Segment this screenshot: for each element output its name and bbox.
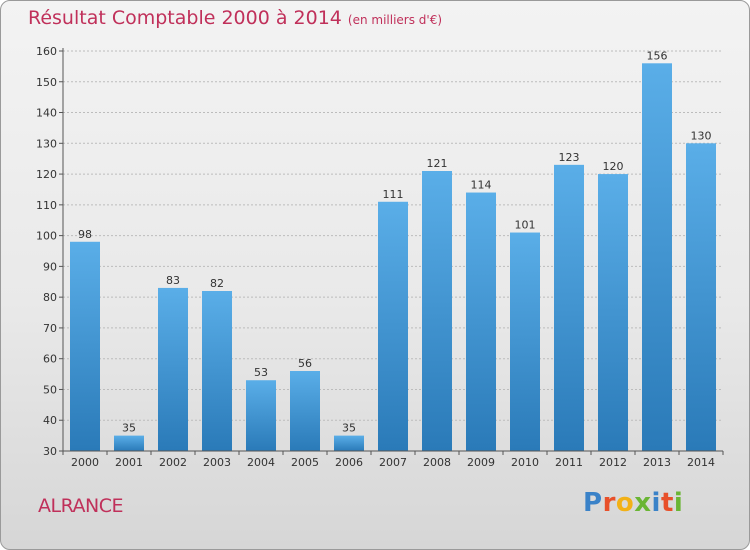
logo-letter: x — [634, 488, 652, 518]
axes: 30 40 50 60 70 80 90 100 110 120 130 140 150 160 2000 2… — [36, 45, 724, 469]
x-tick-label: 2002 — [159, 456, 187, 469]
bars: 98 35 83 82 53 56 35 111 121 114 101 123 120 156 130 — [70, 49, 716, 452]
bar-2001 — [114, 435, 144, 451]
logo-letter: i — [673, 488, 684, 518]
y-tick-label: 120 — [36, 168, 57, 181]
y-tick-label: 70 — [43, 322, 57, 335]
bar-2005 — [290, 371, 320, 451]
y-tick-label: 50 — [43, 383, 57, 396]
data-label-2003: 82 — [210, 277, 224, 290]
bar-2014 — [686, 143, 716, 452]
x-tick-label: 2012 — [599, 456, 627, 469]
bar-2010 — [510, 232, 540, 451]
logo-letter: r — [602, 488, 616, 518]
x-tick-label: 2000 — [71, 456, 99, 469]
x-tick-label: 2014 — [687, 456, 715, 469]
y-tick-label: 150 — [36, 76, 57, 89]
data-label-2013: 156 — [647, 49, 668, 62]
logo-letter: t — [660, 488, 674, 518]
x-tick-label: 2007 — [379, 456, 407, 469]
x-tick-label: 2004 — [247, 456, 275, 469]
y-tick-label: 80 — [43, 291, 57, 304]
y-tick-label: 130 — [36, 137, 57, 150]
data-label-2014: 130 — [691, 129, 712, 142]
x-tick-label: 2010 — [511, 456, 539, 469]
bar-2013 — [642, 63, 672, 452]
logo-letter: o — [615, 488, 635, 518]
y-tick-label: 90 — [43, 260, 57, 273]
data-label-2007: 111 — [383, 188, 404, 201]
data-label-2006: 35 — [342, 422, 356, 435]
bar-2011 — [554, 164, 584, 451]
data-label-2012: 120 — [603, 160, 624, 173]
bar-2004 — [246, 380, 276, 451]
bar-2000 — [70, 241, 100, 451]
x-tick-label: 2006 — [335, 456, 363, 469]
y-tick-label: 140 — [36, 107, 57, 120]
y-tick-label: 60 — [43, 353, 57, 366]
y-tick-label: 160 — [36, 45, 57, 58]
logo-letter: i — [651, 488, 661, 518]
y-tick-label: 110 — [36, 199, 57, 212]
y-tick-label: 30 — [43, 445, 57, 458]
x-tick-label: 2005 — [291, 456, 319, 469]
x-tick-label: 2009 — [467, 456, 495, 469]
bar-2012 — [598, 174, 628, 452]
logo-letter: P — [583, 488, 603, 518]
bar-2009 — [466, 192, 496, 452]
y-tick-label: 100 — [36, 230, 57, 243]
data-label-2010: 101 — [515, 219, 536, 232]
chart-subtitle: (en milliers d'€) — [347, 13, 443, 27]
data-label-2001: 35 — [122, 422, 136, 435]
bar-2003 — [202, 291, 232, 451]
bar-2002 — [158, 287, 188, 451]
data-label-2009: 114 — [471, 179, 492, 192]
data-label-2011: 123 — [559, 151, 580, 164]
x-tick-label: 2003 — [203, 456, 231, 469]
data-label-2005: 56 — [298, 357, 312, 370]
commune-name: ALRANCE — [38, 495, 124, 517]
data-label-2002: 83 — [166, 274, 180, 287]
chart-title-text: Résultat Comptable 2000 à 2014 — [28, 7, 342, 29]
bar-2006 — [334, 435, 364, 451]
proxiti-logo: Proxiti — [583, 488, 683, 518]
x-tick-label: 2001 — [115, 456, 143, 469]
bar-2007 — [378, 201, 408, 451]
y-tick-label: 40 — [43, 414, 57, 427]
chart-title: Résultat Comptable 2000 à 2014 (en millie… — [28, 7, 442, 29]
bar-2008 — [422, 171, 452, 451]
x-tick-label: 2008 — [423, 456, 451, 469]
data-label-2004: 53 — [254, 366, 268, 379]
data-label-2000: 98 — [78, 228, 92, 241]
x-tick-label: 2011 — [555, 456, 583, 469]
data-label-2008: 121 — [427, 157, 448, 170]
x-tick-label: 2013 — [643, 456, 671, 469]
